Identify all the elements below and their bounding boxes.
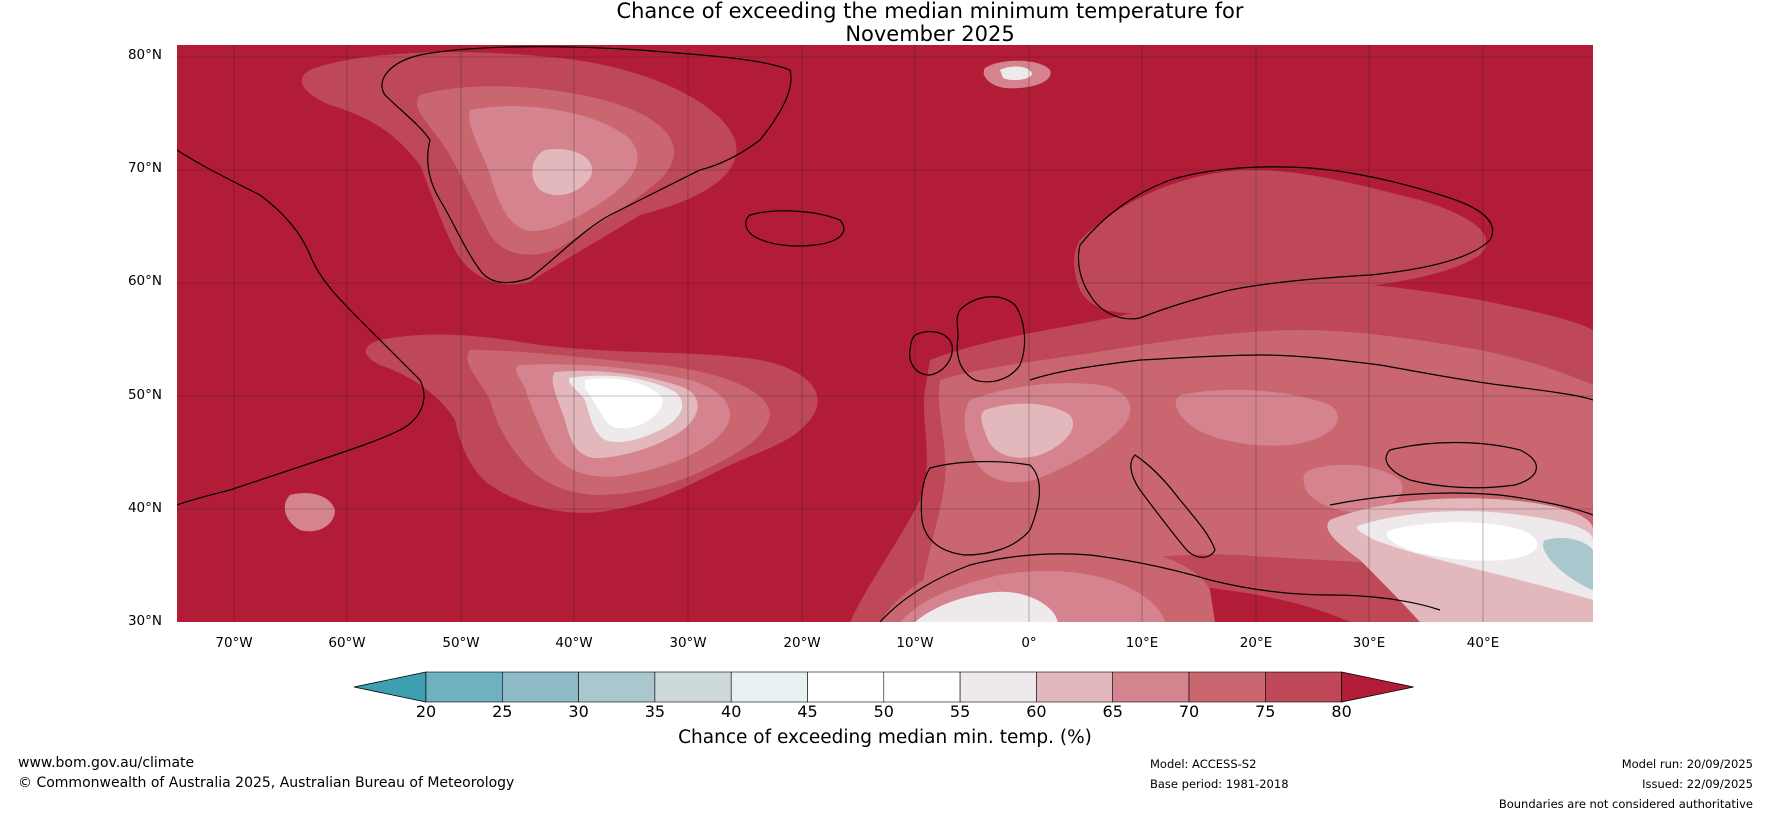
canada-coast xyxy=(177,149,425,506)
website-link[interactable]: www.bom.gov.au/climate xyxy=(18,755,195,771)
greenland-region-60 xyxy=(532,149,593,196)
colorbar-segment-25 xyxy=(501,671,579,703)
colorbar-tick-30: 30 xyxy=(568,702,589,721)
lon-label-30e: 30°E xyxy=(1352,635,1386,651)
lat-label-80n: 80°N xyxy=(127,47,162,63)
balkans-region-65 xyxy=(1303,464,1403,512)
colorbar-tick-65: 65 xyxy=(1102,702,1123,721)
colorbar-tick-45: 45 xyxy=(797,702,818,721)
lon-label-40w: 40°W xyxy=(555,635,593,651)
europe-coast xyxy=(1029,354,1593,401)
colorbar-tick-75: 75 xyxy=(1255,702,1276,721)
black-sea-coast xyxy=(1385,441,1538,489)
colorbar-title: Chance of exceeding median min. temp. (%… xyxy=(678,727,1092,748)
atlantic-region-50 xyxy=(585,378,663,429)
colorbar-extend-low xyxy=(353,671,427,703)
colorbar-segment-75 xyxy=(1265,671,1342,703)
lon-label-50w: 50°W xyxy=(442,635,480,651)
lat-label-50n: 50°N xyxy=(127,387,162,403)
lon-label-60w: 60°W xyxy=(328,635,366,651)
base-period: Base period: 1981-2018 xyxy=(1150,777,1289,791)
boundaries-disclaimer: Boundaries are not considered authoritat… xyxy=(1498,797,1753,811)
colorbar-segment-30 xyxy=(578,671,656,703)
issued-date: Issued: 22/09/2025 xyxy=(1642,777,1753,791)
lat-label-30n: 30°N xyxy=(127,613,162,629)
colorbar-extend-high xyxy=(1341,671,1414,703)
lon-label-20e: 20°E xyxy=(1239,635,1273,651)
graticule xyxy=(177,45,1593,622)
lat-label-40n: 40°N xyxy=(127,500,162,516)
colorbar-segment-50 xyxy=(883,671,961,703)
colorbar-tick-55: 55 xyxy=(949,702,971,721)
italy-coast xyxy=(1130,454,1216,558)
turkey-region-50 xyxy=(1386,522,1538,561)
turkey-coast xyxy=(1329,492,1593,516)
svalbard-region-55 xyxy=(1000,66,1032,81)
lon-label-10w: 10°W xyxy=(896,635,934,651)
copyright-text: © Commonwealth of Australia 2025, Austra… xyxy=(18,775,515,791)
chart-title: Chance of exceeding the median minimum t… xyxy=(0,0,1770,46)
title-line-2: November 2025 xyxy=(845,22,1015,46)
lat-label-70n: 70°N xyxy=(127,160,162,176)
colorbar-segment-70 xyxy=(1188,671,1266,703)
model-run-date: Model run: 20/09/2025 xyxy=(1621,757,1753,771)
colorbar-segment-35 xyxy=(654,671,732,703)
lon-label-40e: 40°E xyxy=(1466,635,1500,651)
colorbar-tick-50: 50 xyxy=(873,702,894,721)
colorbar-segment-55 xyxy=(959,671,1037,703)
lon-label-70w: 70°W xyxy=(215,635,253,651)
france-region-60 xyxy=(981,403,1074,458)
iceland-coast xyxy=(745,210,845,247)
iberia-coast xyxy=(920,460,1041,556)
atlantic-south-65 xyxy=(284,493,335,532)
africa-coast xyxy=(879,553,1441,622)
colorbar-tick-25: 25 xyxy=(492,702,513,721)
ireland-coast xyxy=(909,331,953,376)
caucasus-region-40 xyxy=(1543,538,1593,590)
colorbar-segment-65 xyxy=(1112,671,1190,703)
colorbar xyxy=(353,671,1414,703)
model-name: Model: ACCESS-S2 xyxy=(1150,757,1257,771)
colorbar-tick-35: 35 xyxy=(644,702,666,721)
colorbar-tick-20: 20 xyxy=(415,702,437,721)
lon-label-10e: 10°E xyxy=(1125,635,1159,651)
title-line-1: Chance of exceeding the median minimum t… xyxy=(616,0,1244,23)
colorbar-tick-80: 80 xyxy=(1331,702,1352,721)
greenland-coast xyxy=(381,46,792,284)
scandinavia-region-75 xyxy=(1074,169,1487,314)
colorbar-segment-45 xyxy=(807,671,885,703)
colorbar-segment-60 xyxy=(1036,671,1114,703)
uk-coast xyxy=(956,296,1026,383)
colorbar-segment-40 xyxy=(730,671,808,703)
lon-label-0: 0° xyxy=(1021,635,1037,651)
lat-label-60n: 60°N xyxy=(127,273,162,289)
colorbar-segment-20 xyxy=(425,671,503,703)
lon-label-30w: 30°W xyxy=(669,635,707,651)
lon-label-20w: 20°W xyxy=(783,635,821,651)
north-africa-55 xyxy=(915,591,1058,622)
central-europe-65 xyxy=(1175,389,1338,446)
colorbar-tick-40: 40 xyxy=(721,702,742,721)
colorbar-tick-70: 70 xyxy=(1178,702,1200,721)
colorbar-tick-60: 60 xyxy=(1026,702,1047,721)
